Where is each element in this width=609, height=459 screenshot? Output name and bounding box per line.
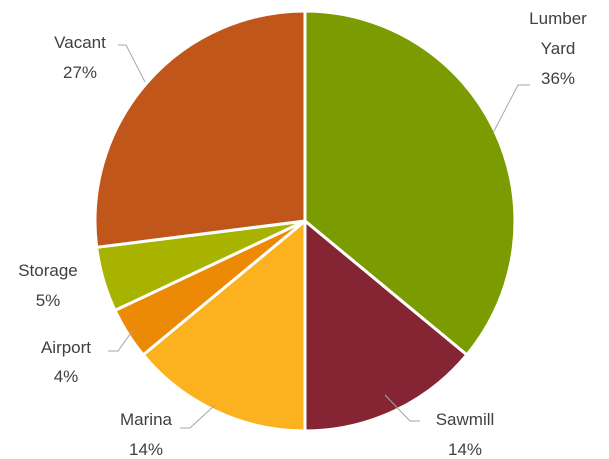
leader-line-airport	[108, 329, 134, 352]
slice-percent-vacant: 27%	[63, 63, 97, 82]
leader-line-marina	[180, 404, 216, 429]
slice-percent-lumber-yard: 36%	[541, 69, 575, 88]
leader-lines	[108, 44, 530, 429]
pie-slice-sawmill	[303, 219, 469, 433]
slice-percent-storage: 5%	[36, 291, 61, 310]
slice-label-airport: Airport	[41, 338, 91, 357]
slice-percent-airport: 4%	[54, 367, 79, 386]
pie-slice-lumber-yard	[303, 9, 517, 357]
slice-label-lumber-yard: Yard	[541, 39, 576, 58]
slice-label-lumber-yard: Lumber	[529, 9, 587, 28]
slice-label-storage: Storage	[18, 261, 78, 280]
leader-line-vacant	[118, 44, 146, 83]
pie-slices	[93, 9, 517, 433]
slice-percent-marina: 14%	[129, 440, 163, 459]
pie-slice-marina	[141, 219, 307, 433]
slice-label-marina: Marina	[120, 410, 173, 429]
leader-line-lumber-yard	[492, 84, 530, 134]
pie-slice-vacant	[93, 9, 307, 249]
slice-label-vacant: Vacant	[54, 33, 106, 52]
slice-label-sawmill: Sawmill	[436, 410, 495, 429]
leader-line-sawmill	[384, 394, 420, 422]
data-labels: Lumber Yard 36% Sawmill 14% Marina 14% Airport 4…	[18, 9, 587, 459]
slice-percent-sawmill: 14%	[448, 440, 482, 459]
